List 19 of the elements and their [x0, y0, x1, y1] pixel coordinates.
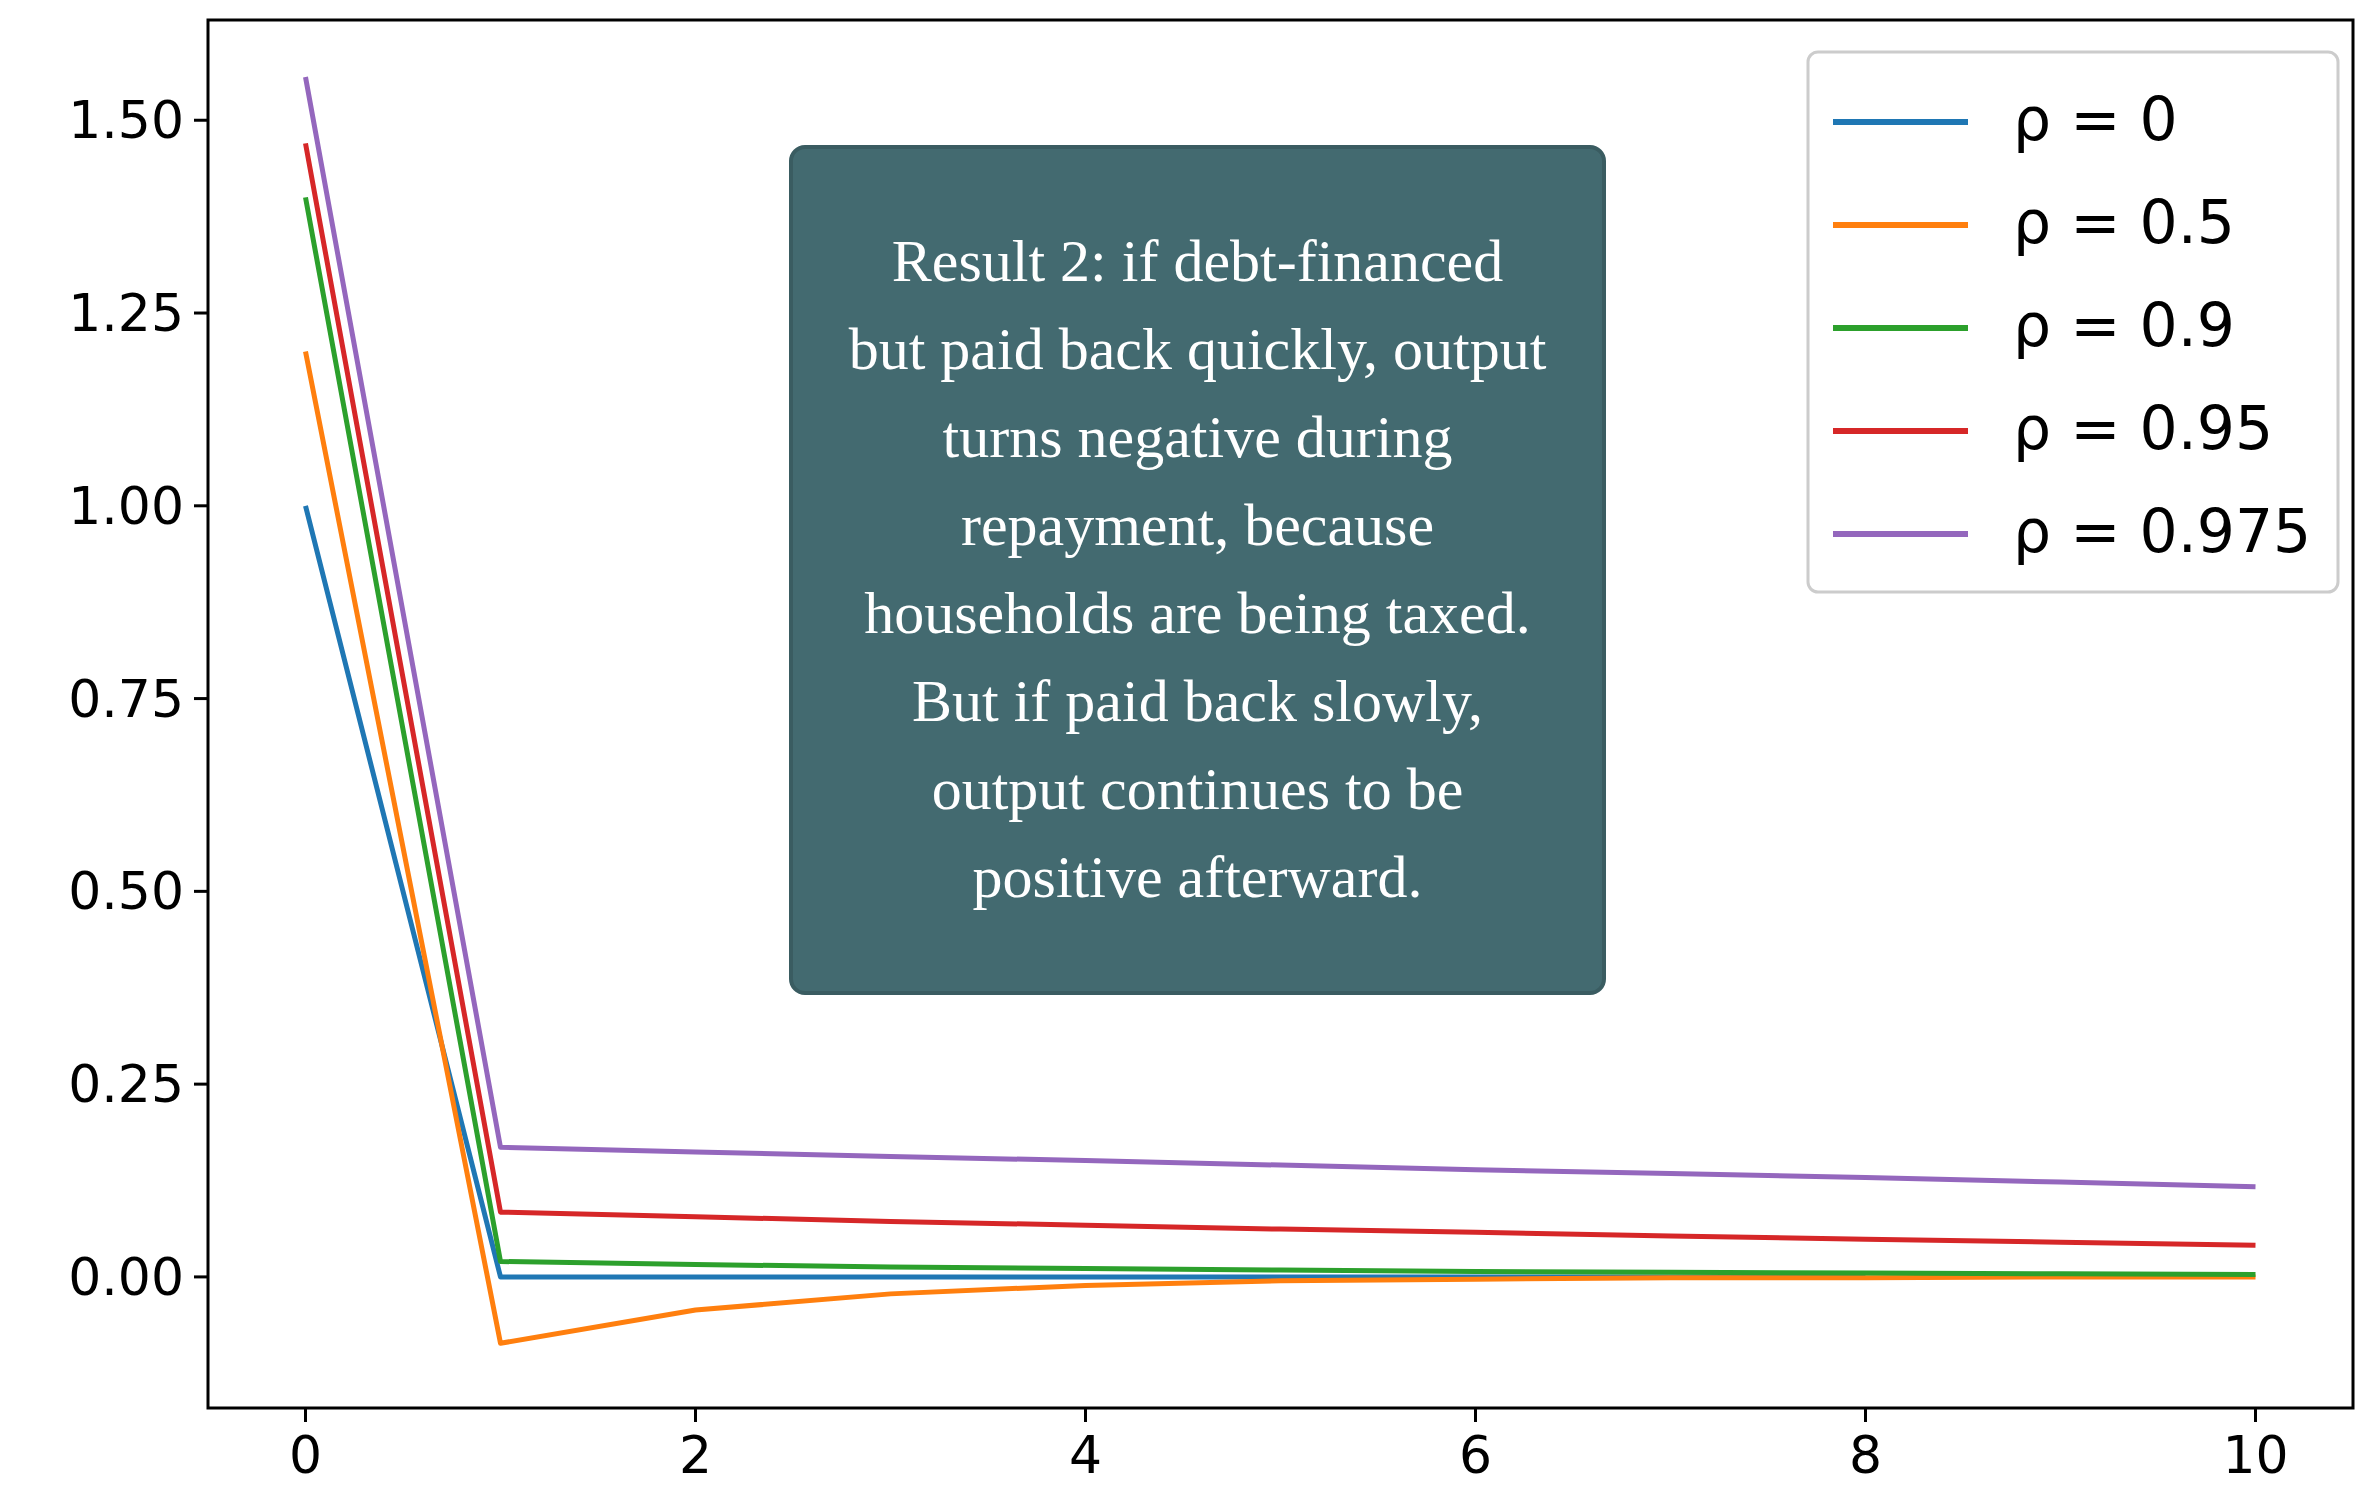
y-tick-label: 0.50: [68, 861, 184, 922]
x-tick-label: 8: [1848, 1425, 1883, 1485]
legend-label: ρ = 0.975: [2013, 496, 2312, 566]
y-tick-label: 0.75: [68, 668, 184, 729]
y-tick-label: 1.25: [68, 283, 184, 344]
legend-label: ρ = 0: [2013, 84, 2178, 154]
legend-label: ρ = 0.5: [2013, 187, 2235, 257]
x-tick-label: 0: [288, 1425, 323, 1485]
y-tick-label: 0.25: [68, 1054, 184, 1115]
legend-label: ρ = 0.95: [2013, 393, 2274, 463]
x-tick-label: 6: [1458, 1425, 1493, 1485]
y-tick-label: 1.50: [68, 90, 184, 151]
x-tick-label: 10: [2222, 1425, 2289, 1485]
legend-label: ρ = 0.9: [2013, 290, 2235, 360]
x-tick-label: 2: [678, 1425, 713, 1485]
y-tick-label: 0.00: [68, 1246, 184, 1307]
annotation: Result 2: if debt-financed but paid back quickly, output turns negative during repayment, because households are being taxed. But if paid back slowly, output continues to be positive afterward.: [848, 228, 1547, 911]
x-tick-label: 4: [1068, 1425, 1103, 1485]
y-tick-label: 1.00: [68, 475, 184, 536]
